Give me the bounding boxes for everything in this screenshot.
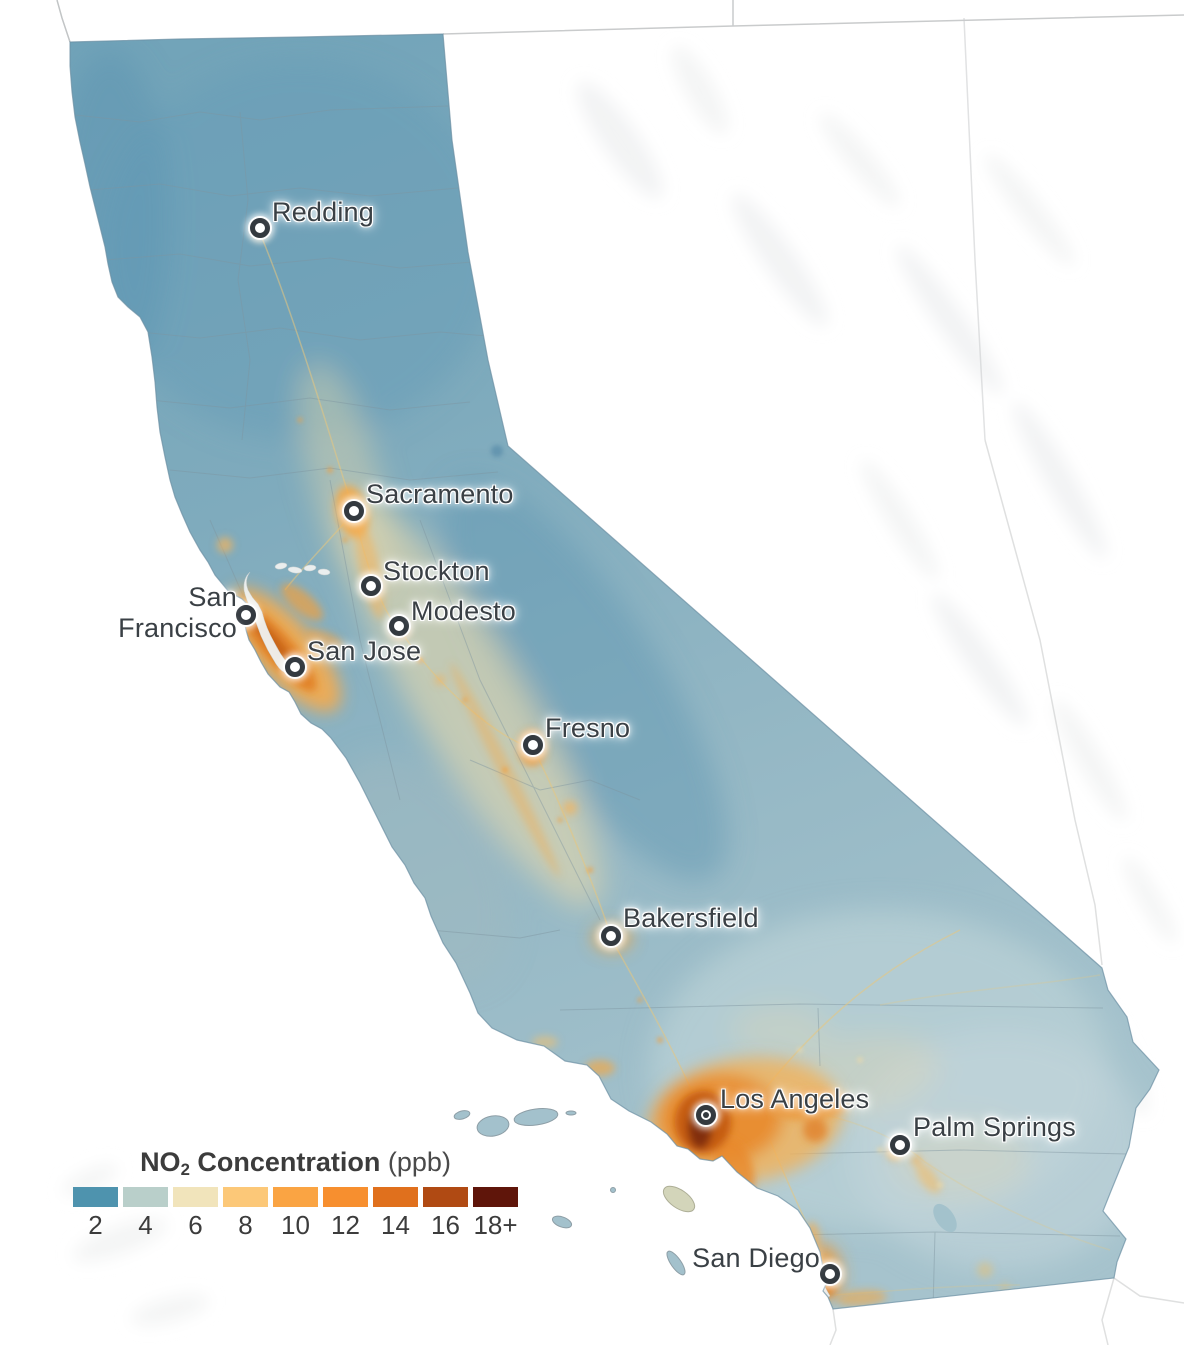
- legend-tick-6: 6: [188, 1210, 203, 1241]
- legend-swatch-12: [323, 1187, 368, 1208]
- lake-tahoe: [491, 445, 503, 457]
- city-label-bakersfield: Bakersfield: [623, 903, 759, 933]
- legend-swatch-8: [223, 1187, 268, 1208]
- city-marker-palm-springs: [890, 1135, 910, 1155]
- legend-tick-10: 10: [281, 1210, 310, 1241]
- city-marker-fresno: [523, 735, 543, 755]
- legend-title-chem: NO: [140, 1147, 181, 1177]
- neighbor-borders: [56, 0, 1184, 1345]
- city-marker-redding: [250, 218, 270, 238]
- legend-tick-labels: 2 4 6 8 10 12 14 16 18+: [73, 1210, 518, 1241]
- legend-swatch-10: [273, 1187, 318, 1208]
- legend-tick-14: 14: [381, 1210, 410, 1241]
- legend-title-unit: (ppb): [387, 1147, 451, 1177]
- city-label-fresno: Fresno: [545, 713, 631, 743]
- legend-color-bar: [73, 1187, 518, 1208]
- legend-tick-2: 2: [88, 1210, 103, 1241]
- city-marker-dot: [703, 1112, 709, 1118]
- city-label-stockton: Stockton: [383, 556, 490, 586]
- city-label-los-angeles: Los Angeles: [720, 1084, 870, 1114]
- city-marker-los-angeles: [696, 1105, 716, 1125]
- salton-sea: [933, 1203, 957, 1233]
- city-label-modesto: Modesto: [411, 596, 516, 626]
- legend-swatch-18plus: [473, 1187, 518, 1208]
- legend-swatch-6: [173, 1187, 218, 1208]
- legend-tick-8: 8: [238, 1210, 253, 1241]
- city-label-sacramento: Sacramento: [366, 479, 514, 509]
- legend: NO2 Concentration (ppb) 2 4 6 8 10 12 14 16 18+: [73, 1147, 518, 1241]
- city-marker-san-jose: [285, 657, 305, 677]
- city-label-redding: Redding: [272, 197, 374, 227]
- legend-swatch-14: [373, 1187, 418, 1208]
- channel-islands: [453, 1108, 696, 1276]
- city-marker-san-francisco: [236, 605, 256, 625]
- legend-title-sub: 2: [180, 1160, 190, 1180]
- legend-swatch-16: [423, 1187, 468, 1208]
- state-outline: [69, 33, 1160, 1310]
- city-marker-san-diego: [820, 1264, 840, 1284]
- county-boundaries: [74, 105, 1129, 1309]
- legend-title-rest: Concentration: [189, 1147, 381, 1177]
- city-marker-modesto: [389, 616, 409, 636]
- legend-title: NO2 Concentration (ppb): [73, 1147, 518, 1180]
- legend-tick-18plus: 18+: [473, 1210, 518, 1241]
- legend-tick-12: 12: [331, 1210, 360, 1241]
- city-marker-bakersfield: [601, 926, 621, 946]
- legend-tick-16: 16: [431, 1210, 460, 1241]
- city-marker-stockton: [361, 576, 381, 596]
- city-label-san-francisco: San Francisco: [118, 582, 237, 643]
- city-label-san-diego: San Diego: [692, 1243, 820, 1273]
- legend-swatch-2: [73, 1187, 118, 1208]
- city-label-san-jose: San Jose: [307, 636, 422, 666]
- city-marker-sacramento: [344, 501, 364, 521]
- legend-swatch-4: [123, 1187, 168, 1208]
- city-label-palm-springs: Palm Springs: [913, 1112, 1076, 1142]
- legend-tick-4: 4: [138, 1210, 153, 1241]
